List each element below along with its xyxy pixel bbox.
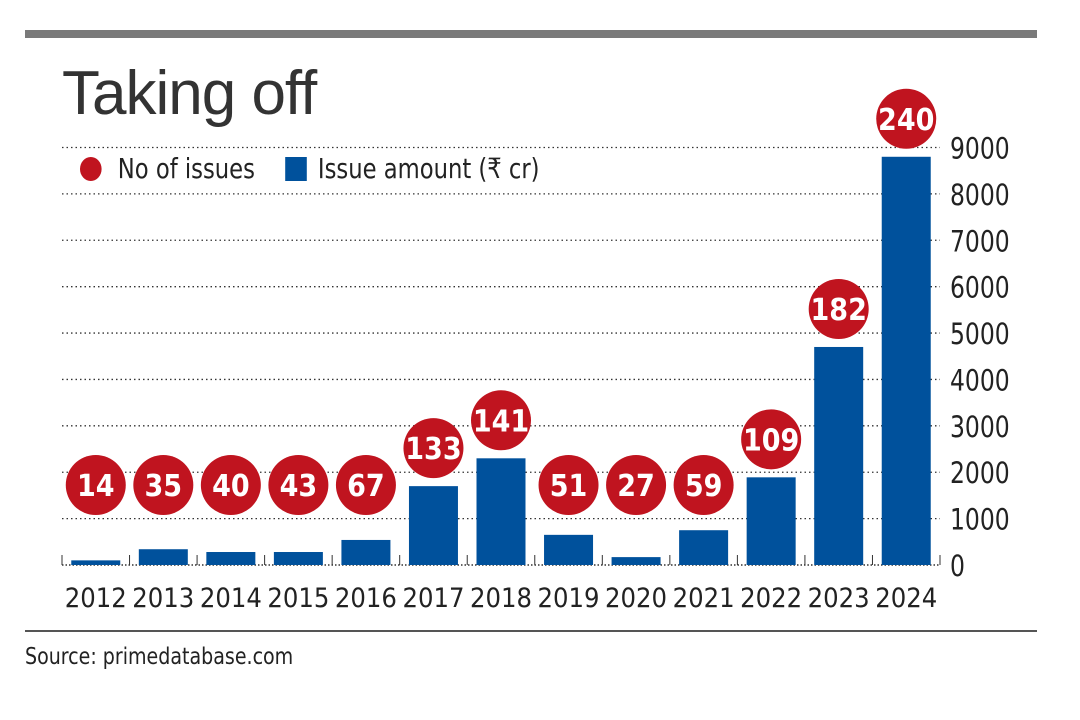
- bar-2021: [679, 530, 729, 565]
- issues-circle-2022: [741, 409, 802, 470]
- issues-circle-2012: [65, 455, 126, 515]
- y-tick-label: 4000: [950, 363, 1010, 398]
- issues-label-2014: 40: [212, 469, 250, 504]
- y-tick-label: 8000: [950, 178, 1010, 213]
- x-tick-label: 2017: [402, 583, 464, 614]
- issues-label-2022: 109: [743, 423, 799, 458]
- legend-label-issues: No of issues: [117, 152, 255, 185]
- issues-label-2023: 182: [811, 293, 867, 328]
- bar-2014: [206, 552, 256, 565]
- issues-circle-2020: [606, 455, 667, 515]
- bar-2012: [71, 560, 121, 565]
- bar-2018: [476, 458, 526, 565]
- y-tick-label: 9000: [950, 131, 1010, 166]
- legend: No of issues Issue amount (₹ cr): [80, 152, 540, 185]
- issues-label-2013: 35: [145, 469, 183, 504]
- y-tick-label: 1000: [950, 502, 1010, 537]
- bar-2016: [341, 539, 391, 565]
- issues-circle-2023: [808, 278, 869, 339]
- source-note: Source: primedatabase.com: [25, 644, 294, 670]
- issues-label-2017: 133: [405, 432, 461, 467]
- issues-circle-2014: [200, 455, 261, 515]
- issues-label-2018: 141: [473, 404, 529, 439]
- issues-circle-2015: [268, 455, 329, 515]
- bar-2020: [611, 557, 661, 565]
- x-tick-label: 2020: [605, 583, 667, 614]
- y-tick-label: 0: [950, 549, 965, 584]
- legend-label-amount: Issue amount (₹ cr): [317, 152, 540, 185]
- legend-square-icon: [285, 156, 308, 181]
- x-tick-label: 2022: [740, 583, 802, 614]
- y-tick-label: 7000: [950, 224, 1010, 259]
- y-tick-label: 3000: [950, 410, 1010, 445]
- issues-label-2024: 240: [878, 103, 934, 138]
- bar-2017: [408, 486, 458, 565]
- bar-2019: [544, 534, 594, 565]
- issues-label-2019: 51: [550, 469, 588, 504]
- legend-circle-icon: [80, 156, 102, 181]
- bar-2013: [138, 549, 188, 565]
- issues-circle-2013: [133, 455, 194, 515]
- x-tick-label: 2021: [673, 583, 735, 614]
- bottom-rule: [25, 630, 1037, 632]
- top-rule: [25, 30, 1037, 38]
- issues-circle-2021: [673, 455, 734, 515]
- y-tick-label: 6000: [950, 270, 1010, 305]
- issues-circle-2018: [471, 390, 531, 451]
- issues-label-2015: 43: [280, 469, 318, 504]
- x-tick-label: 2016: [335, 583, 397, 614]
- bar-2022: [746, 477, 796, 565]
- issues-label-2012: 14: [77, 469, 115, 504]
- chart-title: Taking off: [62, 59, 317, 128]
- x-tick-label: 2015: [267, 583, 329, 614]
- issues-circle-2019: [538, 455, 599, 515]
- bar-2023: [814, 346, 864, 565]
- x-tick-label: 2013: [132, 583, 194, 614]
- x-tick-label: 2012: [65, 583, 127, 614]
- y-tick-label: 2000: [950, 456, 1010, 491]
- x-tick-label: 2019: [538, 583, 600, 614]
- y-tick-label: 5000: [950, 317, 1010, 352]
- x-tick-label: 2023: [808, 583, 870, 614]
- issues-circle-2016: [335, 455, 396, 515]
- x-tick-label: 2014: [200, 583, 262, 614]
- issues-label-2016: 67: [347, 469, 385, 504]
- x-tick-label: 2024: [875, 583, 937, 614]
- issues-circle-2024: [876, 88, 937, 149]
- issues-circle-2017: [403, 418, 464, 479]
- x-tick-label: 2018: [470, 583, 532, 614]
- issues-label-2020: 27: [617, 469, 655, 504]
- bar-2015: [273, 552, 323, 565]
- bar-2024: [881, 156, 931, 565]
- issues-label-2021: 59: [685, 469, 723, 504]
